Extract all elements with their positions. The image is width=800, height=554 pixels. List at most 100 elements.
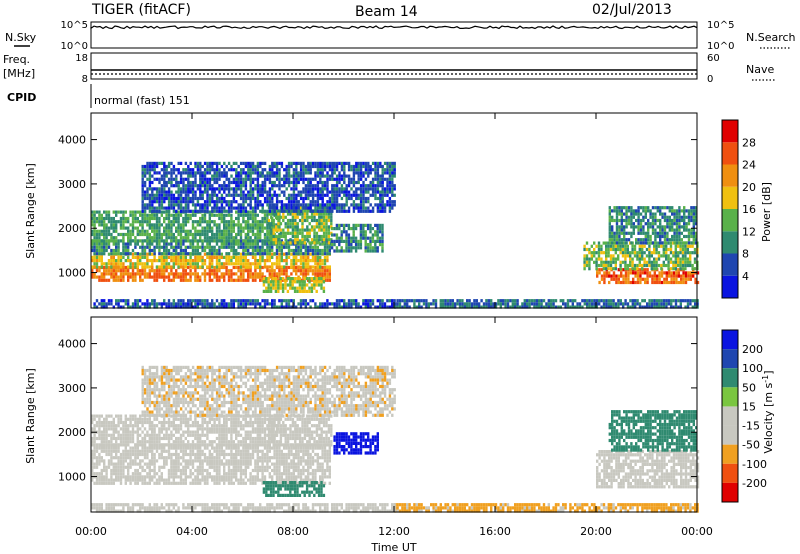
heatmap-cell [352,184,356,188]
heatmap-cell [191,209,195,213]
heatmap-cell [237,171,240,175]
heatmap-cell [314,262,317,266]
heatmap-cell [93,245,96,249]
heatmap-cell [225,184,228,188]
heatmap-cell [662,244,665,248]
heatmap-cell [600,268,604,272]
heatmap-cell [175,216,178,221]
heatmap-cell [179,265,183,269]
heatmap-cell [355,168,358,172]
heatmap-cell [227,278,231,282]
heatmap-cell [627,274,630,278]
heatmap-cell [263,299,267,303]
heatmap-cell [143,164,147,169]
heatmap-cell [112,242,115,246]
heatmap-cell [163,245,166,249]
heatmap-cell [376,187,380,191]
heatmap-cell [449,299,452,303]
heatmap-cell [307,265,310,269]
heatmap-cell [693,260,697,264]
heatmap-cell [223,278,226,282]
heatmap-cell [189,213,192,217]
heatmap-cell [304,164,308,169]
heatmap-cell [458,305,462,309]
heatmap-cell [153,305,156,309]
heatmap-cell [230,278,233,282]
heatmap-cell [146,265,149,269]
heatmap-cell [196,209,200,213]
heatmap-cell [630,225,633,229]
heatmap-cell [105,248,108,253]
heatmap-cell [369,230,372,234]
heatmap-cell [391,174,394,178]
heatmap-cell [303,280,306,284]
heatmap-cell [323,305,327,309]
heatmap-cell [199,278,202,282]
heatmap-cell [211,184,214,188]
heatmap-cell [316,164,320,169]
heatmap-cell [239,193,243,197]
heatmap-cell [617,280,620,285]
heatmap-cell [251,220,255,224]
heatmap-cell [638,263,641,268]
heatmap-cell [679,305,682,309]
heatmap-cell [343,299,346,303]
heatmap-cell [211,232,214,237]
heatmap-cell [323,203,327,207]
heatmap-cell [112,255,115,259]
heatmap-cell [208,265,211,269]
heatmap-cell [693,267,697,271]
heatmap-cell [637,206,640,210]
heatmap-cell [199,206,202,210]
heatmap-cell [633,254,637,258]
heatmap-cell [266,216,269,221]
heatmap-cell [340,184,344,188]
heatmap-cell [153,168,156,172]
heatmap-cell [369,168,372,172]
heatmap-cell [675,222,679,226]
heatmap-cell [273,190,276,194]
heatmap-cell [648,271,652,275]
heatmap-cell [634,302,637,306]
heatmap-cell [304,248,307,253]
heatmap-cell [105,229,108,233]
heatmap-cell [244,255,247,259]
heatmap-cell [172,232,175,237]
heatmap-cell [117,210,120,214]
heatmap-cell [627,238,631,242]
heatmap-cell [304,265,307,269]
heatmap-cell [603,277,606,281]
heatmap-cell [208,262,211,266]
heatmap-cell [607,267,610,271]
heatmap-cell [323,262,327,266]
heatmap-cell [194,193,197,197]
heatmap-cell [289,238,292,242]
heatmap-cell [656,218,659,223]
heatmap-cell [667,267,670,271]
heatmap-cell [364,196,368,201]
heatmap-cell [364,233,367,237]
heatmap-cell [262,283,266,287]
heatmap-cell [670,280,673,285]
heatmap-cell [179,239,183,243]
heatmap-cell [208,180,212,185]
heatmap-cell [333,203,336,207]
heatmap-cell [211,187,214,191]
heatmap-cell [381,243,384,247]
heatmap-cell [659,231,662,235]
heatmap-cell [177,299,180,303]
heatmap-cell [315,212,319,216]
heatmap-cell [691,299,694,303]
heatmap-cell [170,174,173,178]
heatmap-cell [259,232,262,237]
heatmap-cell [194,239,197,243]
heatmap-cell [254,252,257,256]
heatmap-cell [259,245,262,249]
heatmap-cell [131,275,135,279]
heatmap-cell [314,245,317,249]
heatmap-cell [283,206,286,210]
heatmap-cell [163,226,166,230]
heatmap-cell [540,305,543,309]
heatmap-cell [374,174,377,178]
heatmap-cell [141,278,144,282]
